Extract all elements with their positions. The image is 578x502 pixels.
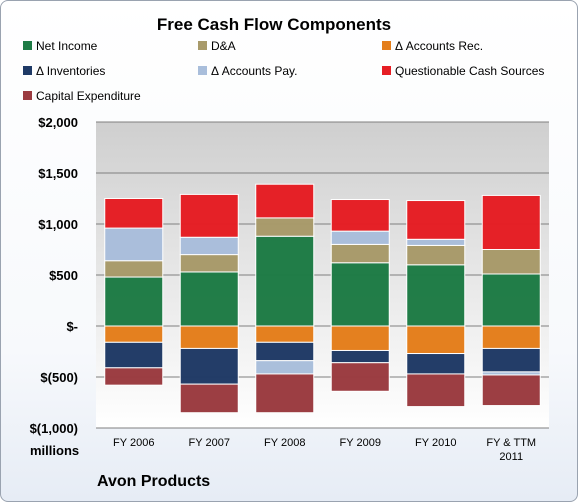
company-name: Avon Products — [97, 473, 211, 490]
bar-segment-inventories — [104, 341, 164, 369]
legend-label: Net Income — [36, 39, 98, 53]
y-tick-label: $2,000 — [38, 115, 78, 130]
legend-swatch — [23, 91, 32, 100]
bar-segment-accounts-rec — [330, 325, 390, 351]
bar-segment-capital-expenditure — [255, 373, 315, 414]
y-tick-label: $- — [66, 319, 78, 334]
legend-label: Δ Accounts Rec. — [395, 39, 484, 53]
bar-segment-questionable-cash-sources — [255, 183, 315, 219]
bar-segment-d-a — [330, 243, 390, 264]
bar-segment-questionable-cash-sources — [481, 194, 541, 251]
bar-segment-accounts-pay — [104, 227, 164, 262]
bar-segment-net-income — [255, 235, 315, 327]
bar-segment-accounts-rec — [179, 325, 239, 349]
legend-label: Questionable Cash Sources — [395, 64, 545, 78]
x-tick-label: FY 2010 — [415, 437, 456, 449]
x-tick-label-line: FY 2010 — [415, 437, 456, 449]
chart-title: Free Cash Flow Components — [156, 15, 392, 34]
y-tick-label: $(1,000) — [30, 421, 78, 436]
bar-segment-inventories — [255, 341, 315, 362]
legend-swatch — [382, 66, 391, 75]
bar-segment-inventories — [179, 347, 239, 385]
y-tick-label: $(500) — [40, 370, 78, 385]
bar-segment-net-income — [481, 273, 541, 327]
x-tick-label-line: FY 2009 — [340, 437, 381, 449]
y-tick-label: $500 — [49, 268, 78, 283]
bar-segment-net-income — [406, 264, 466, 327]
x-tick-label-line: FY 2006 — [113, 437, 154, 449]
bar-segment-accounts-rec — [255, 325, 315, 343]
bar-segment-d-a — [406, 244, 466, 266]
bar-segment-capital-expenditure — [330, 362, 390, 392]
bar-segment-inventories — [481, 347, 541, 373]
y-tick-label: $1,500 — [38, 166, 78, 181]
bar-segment-net-income — [179, 271, 239, 327]
x-tick-label: FY & TTM 2011 — [486, 437, 536, 463]
bar-segment-questionable-cash-sources — [179, 193, 239, 238]
legend-swatch — [198, 41, 207, 50]
x-tick-label-line: FY & TTM — [486, 437, 536, 449]
bar-segment-accounts-pay — [406, 238, 466, 246]
x-tick-label: FY 2009 — [340, 437, 381, 449]
units-label: millions — [30, 443, 80, 458]
x-tick-label-line: 2011 — [499, 451, 523, 463]
x-tick-label-line: FY 2007 — [189, 437, 230, 449]
bar-segment-net-income — [104, 276, 164, 327]
legend-label: D&A — [211, 39, 236, 53]
bar-segment-accounts-rec — [104, 325, 164, 343]
x-tick-label: FY 2008 — [264, 437, 305, 449]
legend-swatch — [198, 66, 207, 75]
bar-segment-questionable-cash-sources — [406, 200, 466, 240]
bar-segment-inventories — [406, 353, 466, 375]
bar-segment-accounts-pay — [179, 236, 239, 256]
x-tick-label: FY 2007 — [189, 437, 230, 449]
bar-segment-inventories — [330, 349, 390, 364]
legend-swatch — [23, 41, 32, 50]
legend-label: Δ Accounts Pay. — [211, 64, 298, 78]
bar-segment-accounts-pay — [255, 360, 315, 375]
legend-swatch — [382, 41, 391, 50]
bar-segment-net-income — [330, 262, 390, 327]
bar-segment-accounts-pay — [330, 230, 390, 245]
legend-label: Capital Expenditure — [36, 89, 141, 103]
bar-segment-capital-expenditure — [406, 373, 466, 408]
bar-segment-capital-expenditure — [179, 383, 239, 414]
bar-segment-accounts-rec — [406, 325, 466, 355]
bar-segment-questionable-cash-sources — [330, 199, 390, 232]
x-tick-label-line: FY 2008 — [264, 437, 305, 449]
x-tick-label: FY 2006 — [113, 437, 154, 449]
bar-segment-d-a — [255, 217, 315, 237]
bar-segment-capital-expenditure — [104, 367, 164, 386]
bar-segment-questionable-cash-sources — [104, 198, 164, 229]
bar-segment-accounts-rec — [481, 325, 541, 349]
y-tick-label: $1,000 — [38, 217, 78, 232]
bar-segment-d-a — [179, 254, 239, 273]
bar-segment-capital-expenditure — [481, 374, 541, 407]
bar-segment-d-a — [481, 249, 541, 275]
bar-segment-d-a — [104, 260, 164, 278]
legend-swatch — [23, 66, 32, 75]
legend-label: Δ Inventories — [36, 64, 106, 78]
